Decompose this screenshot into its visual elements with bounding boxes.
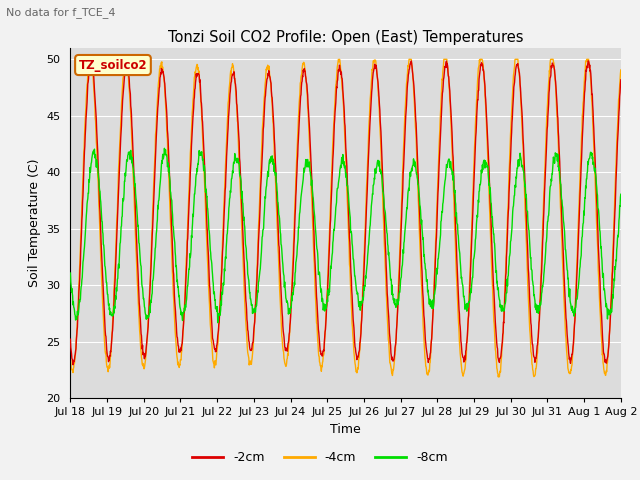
- Legend: -2cm, -4cm, -8cm: -2cm, -4cm, -8cm: [187, 446, 453, 469]
- Text: No data for f_TCE_4: No data for f_TCE_4: [6, 7, 116, 18]
- X-axis label: Time: Time: [330, 423, 361, 436]
- Title: Tonzi Soil CO2 Profile: Open (East) Temperatures: Tonzi Soil CO2 Profile: Open (East) Temp…: [168, 30, 524, 46]
- Text: TZ_soilco2: TZ_soilco2: [79, 59, 147, 72]
- Y-axis label: Soil Temperature (C): Soil Temperature (C): [28, 159, 41, 288]
